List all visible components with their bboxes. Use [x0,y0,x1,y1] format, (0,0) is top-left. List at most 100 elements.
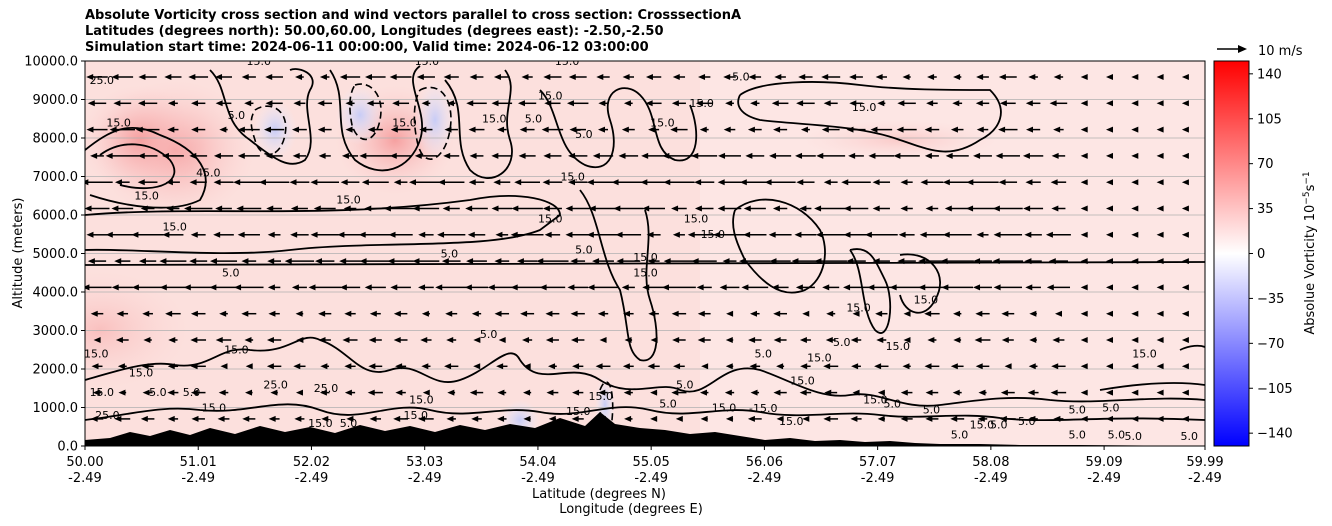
wind-vector [717,179,742,186]
wind-vector [800,126,810,133]
wind-vector [821,74,841,80]
wind-vector [190,363,206,370]
wind-vector [469,389,484,396]
wind-vector [435,284,468,291]
x-tick-label-lat: 59.09 [1085,455,1122,470]
wind-vector [359,258,392,265]
wind-vector [615,231,642,238]
contour-label: 5.0 [183,386,201,399]
wind-vector [624,337,633,343]
wind-vector [493,74,510,80]
wind-vector [622,310,634,317]
wind-vector [675,415,683,422]
wind-vector [111,284,133,291]
x-axis-label-lon: Longitude (degrees E) [559,502,703,517]
wind-vector [308,284,341,291]
wind-vector [976,126,989,133]
wind-vector [597,310,609,317]
wind-vector [548,415,557,422]
wind-vector [671,205,687,212]
wind-vector [673,363,685,370]
wind-vector [313,205,336,212]
quiver-key: 10 m/s [1217,44,1303,59]
wind-vector [510,284,544,291]
wind-vector [900,389,913,396]
wind-vector [310,179,340,186]
wind-vector [1053,74,1064,80]
wind-vector [189,179,207,186]
x-tick-label-lat: 52.02 [293,455,330,470]
y-axis: 0.0 1000.0 2000.0 3000.0 4000.0 5000.0 6000.0 7… [24,55,85,455]
wind-vector [317,126,332,133]
wind-vector [953,310,962,317]
wind-vector [572,389,584,396]
wind-vector [764,179,796,186]
wind-vector [1156,389,1164,396]
contour-label: 15.0 [336,193,361,206]
wind-vector [1131,310,1139,317]
wind-vector [699,126,709,133]
wind-vector [422,389,430,396]
wind-vector [418,415,434,422]
wind-vector [623,389,633,396]
wind-vector [419,126,433,133]
wind-vector [822,284,840,291]
wind-vector [940,258,974,265]
wind-vector [92,389,102,396]
wind-vector [796,100,815,107]
contour-lines [85,65,1205,422]
wind-vector [1131,337,1139,343]
wind-vector [747,126,762,133]
wind-vector [270,389,278,396]
wind-vector [291,284,307,291]
wind-vector [1156,179,1164,186]
wind-vector [190,231,206,238]
wind-vector [446,100,456,107]
wind-vectors [85,74,1189,422]
wind-vector [773,310,788,317]
contour-label: 15.0 [560,170,585,183]
contour-label: 15.0 [1132,347,1157,360]
contour-label: -5.0 [601,424,622,437]
wind-vector [697,310,711,317]
wind-vector [776,363,785,370]
wind-vector [825,337,836,343]
y-tick-label: 8000.0 [33,132,79,147]
wind-vector [726,310,734,317]
wind-vector [725,337,734,343]
wind-vector [366,100,384,107]
wind-vector [802,310,810,317]
wind-vector [1026,126,1041,133]
wind-vector [544,100,561,107]
wind-vector [445,310,458,317]
wind-vector [292,152,307,159]
wind-vector [718,152,741,159]
wind-vector [368,337,382,343]
wind-vector [1080,337,1088,343]
wind-vector [642,205,666,212]
wind-vector [848,152,864,159]
wind-vector [191,100,206,107]
wind-vector [421,363,431,370]
wind-vector [491,205,513,212]
contour-label: 15.0 [555,55,580,68]
wind-vector [165,310,181,317]
x-tick-label-lat: 59.99 [1186,455,1223,470]
wind-vector [90,415,104,422]
contour-label: 5.0 [755,347,773,360]
wind-vector [441,258,461,265]
wind-vector [215,100,232,107]
y-axis-label: Altitude (meters) [11,198,26,309]
wind-vector [496,363,508,370]
wind-vector [966,179,999,186]
wind-vector [465,205,488,212]
wind-vector [114,258,131,265]
contour-label: 5.0 [222,267,240,280]
wind-vector [416,74,435,80]
wind-vector [523,363,531,370]
wind-vector [213,152,234,159]
wind-vector [743,231,767,238]
contour-label: 15.0 [106,116,131,129]
wind-vector [599,337,607,343]
contour-label: 15.0 [482,113,507,126]
